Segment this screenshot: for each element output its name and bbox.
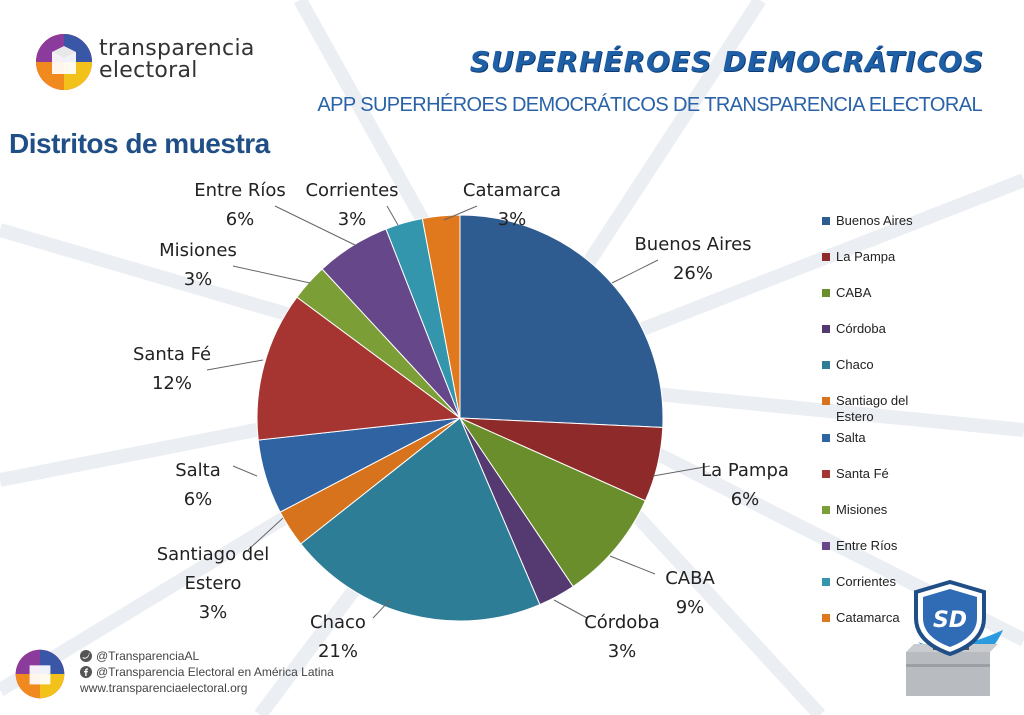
facebook-link[interactable]: @Transparencia Electoral en América Lati… (96, 665, 334, 679)
app-subtitle: APP SUPERHÉROES DEMOCRÁTICOS DE TRANSPAR… (317, 94, 982, 116)
leader-line (274, 205, 356, 246)
leader-line (232, 265, 311, 284)
data-label: Córdoba 3% (584, 612, 660, 662)
legend-swatch (822, 470, 830, 478)
transparencia-logo-small (15, 649, 65, 699)
legend-label: La Pampa (836, 249, 896, 264)
twitter-icon (80, 650, 92, 662)
brand-name: transparencia electoral (99, 38, 255, 82)
legend-label: Chaco (836, 357, 874, 372)
data-label: Chaco 21% (310, 612, 366, 662)
leader-line (609, 555, 656, 575)
legend-label: Salta (836, 430, 866, 445)
data-label: Santiago del Estero 3% (157, 544, 270, 623)
data-label: La Pampa 6% (701, 460, 789, 510)
data-label: Misiones 3% (159, 240, 237, 290)
legend-label: Misiones (836, 502, 888, 517)
leader-line (232, 465, 258, 477)
data-label: CABA 9% (665, 568, 715, 618)
pie-slice (421, 214, 461, 419)
ballot-box-icon (906, 644, 998, 696)
twitter-row: @TransparenciaAL (80, 648, 334, 664)
pie-slice (458, 416, 647, 588)
legend-swatch (822, 542, 830, 550)
leader-line (247, 517, 284, 551)
pie-slice (256, 296, 462, 441)
legend-swatch (822, 614, 830, 622)
website-link[interactable]: www.transparenciaelectoral.org (80, 681, 248, 695)
legend-swatch (822, 325, 830, 333)
data-label: Buenos Aires 26% (634, 234, 751, 284)
brand-line-2: electoral (99, 58, 198, 83)
data-label: Entre Ríos 6% (194, 180, 286, 230)
legend-label: Buenos Aires (836, 213, 913, 228)
legend-label: Santa Fé (836, 466, 889, 481)
leader-line (372, 599, 391, 619)
data-label: Santa Fé 12% (133, 344, 211, 394)
superheroes-badge: SD (906, 580, 1003, 696)
legend-label: Entre Ríos (836, 538, 898, 553)
legend-label: Corrientes (836, 574, 896, 589)
data-label: Catamarca 3% (463, 180, 561, 230)
brand-line-1: transparencia (99, 36, 255, 61)
legend-swatch (822, 361, 830, 369)
legend-swatch (822, 434, 830, 442)
facebook-icon (80, 666, 92, 678)
badge-text: SD (933, 608, 967, 633)
website-row: www.transparenciaelectoral.org (80, 680, 334, 696)
leader-line (386, 205, 399, 226)
leader-line (443, 205, 478, 221)
legend-label: Córdoba (836, 321, 886, 336)
leader-line (652, 465, 711, 477)
legend-swatch (822, 397, 830, 405)
hero-title: SUPERHÉROES DEMOCRÁTICOS (469, 45, 984, 78)
legend-label: Catamarca (836, 610, 900, 625)
legend-swatch (822, 217, 830, 225)
data-label: Corrientes 3% (305, 180, 398, 230)
legend-swatch (822, 506, 830, 514)
legend-swatch (822, 578, 830, 586)
pie-slice (459, 214, 664, 428)
twitter-link[interactable]: @TransparenciaAL (96, 649, 200, 663)
footer: @TransparenciaAL @Transparencia Electora… (80, 648, 334, 696)
legend-swatch (822, 289, 830, 297)
facebook-row: @Transparencia Electoral en América Lati… (80, 664, 334, 680)
pie-slice (300, 417, 541, 622)
data-label: Salta 6% (175, 460, 221, 510)
legend-swatch (822, 253, 830, 261)
transparencia-logo (36, 34, 92, 90)
leader-line (553, 599, 588, 619)
leader-line (611, 259, 659, 284)
section-title: Distritos de muestra (9, 128, 270, 159)
shield-icon (914, 580, 986, 657)
legend-label: CABA (836, 285, 872, 300)
leader-line (206, 359, 264, 371)
legend-label: Santiago del Estero (836, 393, 909, 424)
